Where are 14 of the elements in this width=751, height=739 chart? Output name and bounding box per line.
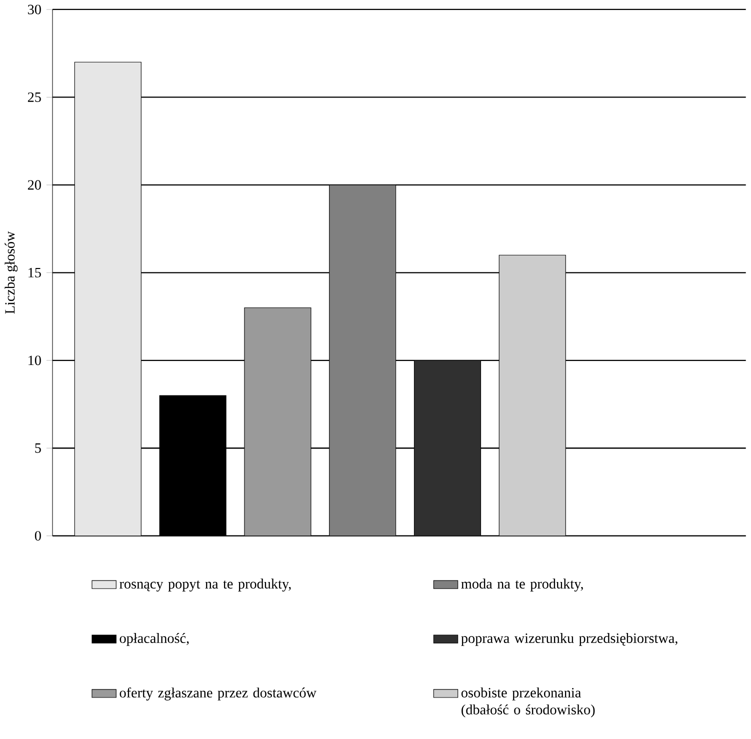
y-axis-title: Liczba głosów (4, 231, 18, 314)
legend-label: opłacalność, (120, 632, 189, 646)
legend-label: poprawa wizerunku przedsiębiorstwa, (461, 632, 678, 646)
legend-label: oferty zgłaszane przez dostawców (120, 687, 316, 700)
y-tick-label: 10 (28, 356, 41, 366)
y-tick-label: 0 (34, 531, 41, 541)
y-tick-label: 25 (28, 92, 41, 102)
legend-label: rosnący popyt na te produkty, (120, 578, 291, 592)
y-tick-label: 5 (35, 443, 41, 453)
legend-label: osobiste przekonania (dbałość o środowisko) (461, 687, 595, 718)
legend-label: moda na te produkty, (461, 578, 583, 592)
y-tick-label: 20 (28, 180, 41, 190)
y-tick-label: 30 (28, 4, 41, 14)
y-tick-label: 15 (28, 268, 41, 278)
